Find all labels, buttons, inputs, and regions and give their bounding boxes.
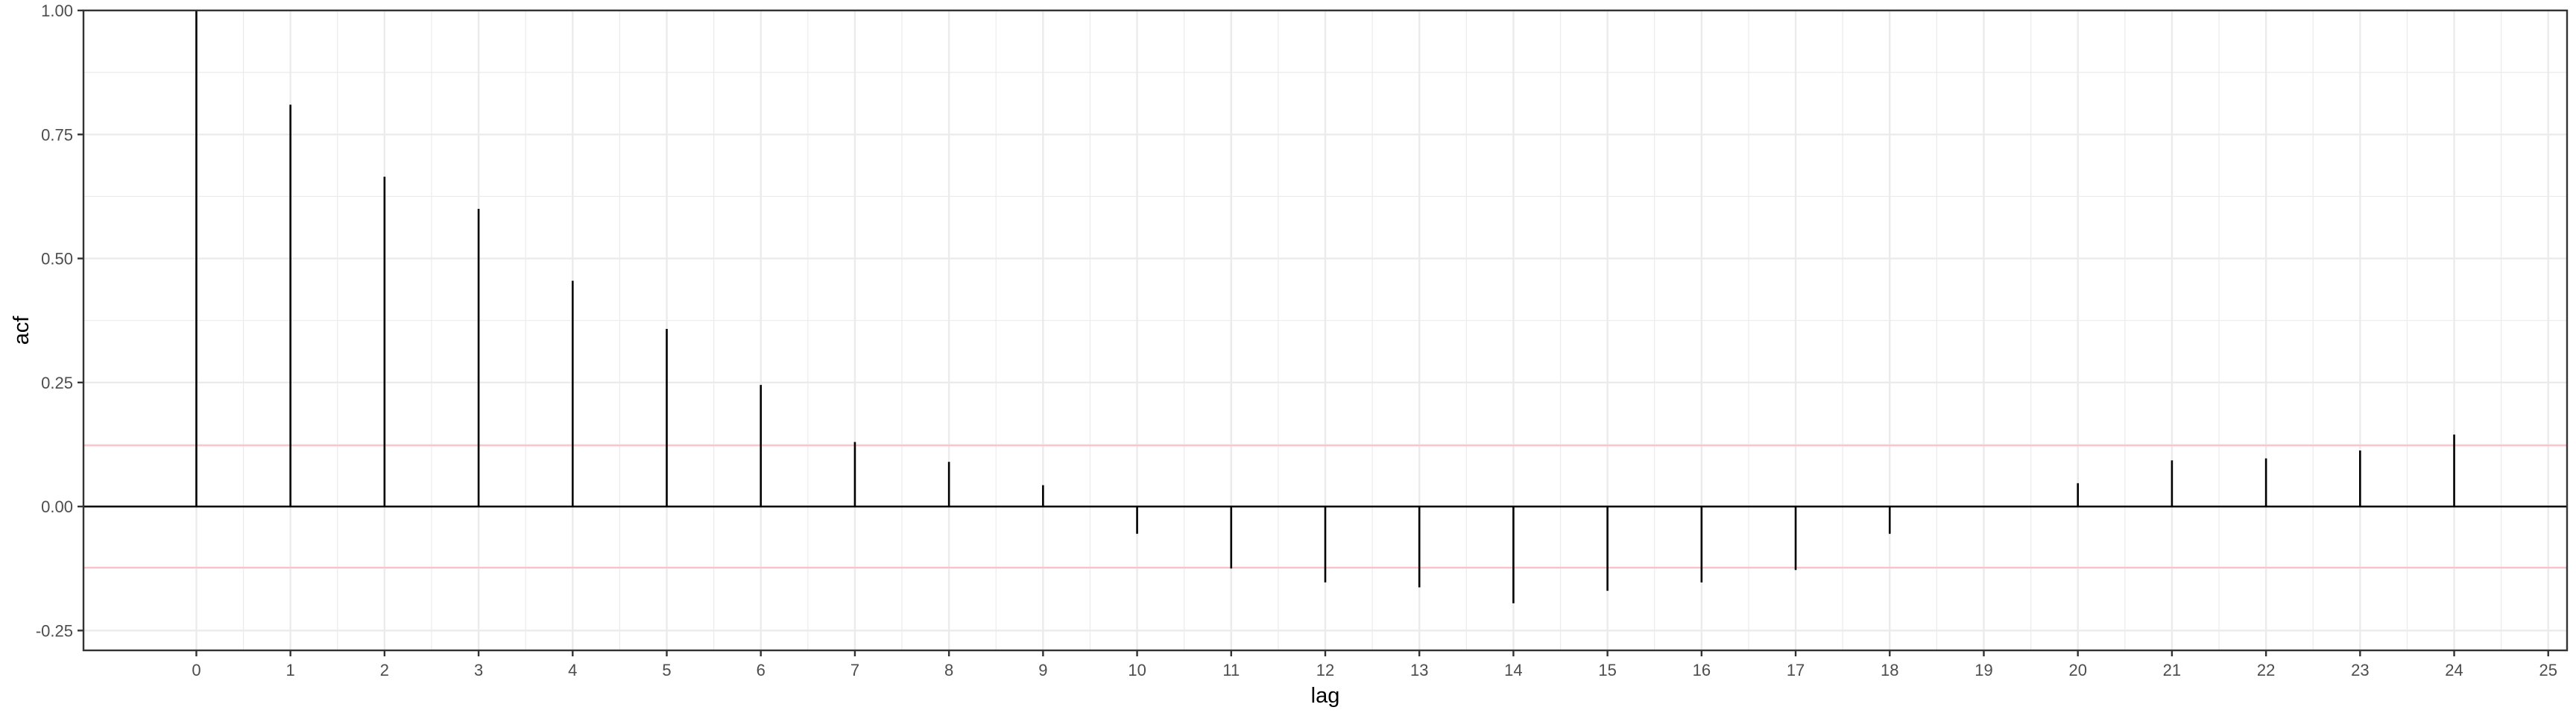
x-tick-label: 23 [2351, 661, 2369, 679]
x-tick-label: 18 [1881, 661, 1898, 679]
y-tick-label: -0.25 [36, 621, 73, 640]
x-tick-label: 9 [1038, 661, 1047, 679]
x-axis-ticks: 0 1 2 3 4 5 6 7 8 9 10 11 12 13 14 15 16 17 18 19 20 21 22 23 24… [192, 650, 2557, 679]
x-tick-label: 1 [286, 661, 295, 679]
x-tick-label: 3 [474, 661, 483, 679]
y-tick-label: 1.00 [41, 1, 73, 20]
x-tick-label: 15 [1598, 661, 1616, 679]
x-axis-title: lag [1311, 684, 1340, 708]
x-tick-label: 17 [1787, 661, 1805, 679]
x-tick-label: 6 [757, 661, 765, 679]
y-axis-ticks: -0.25 0.00 0.25 0.50 0.75 1.00 [36, 1, 83, 640]
x-tick-label: 11 [1222, 661, 1240, 679]
x-tick-label: 16 [1693, 661, 1711, 679]
x-tick-label: 24 [2445, 661, 2463, 679]
x-tick-label: 13 [1410, 661, 1428, 679]
y-axis-title: acf [10, 315, 34, 345]
x-tick-label: 25 [2539, 661, 2557, 679]
x-tick-label: 10 [1128, 661, 1146, 679]
x-tick-label: 14 [1504, 661, 1522, 679]
x-tick-label: 22 [2257, 661, 2275, 679]
y-tick-label: 0.75 [41, 125, 73, 144]
acf-bars [195, 10, 2455, 603]
x-tick-label: 8 [944, 661, 953, 679]
x-tick-label: 20 [2068, 661, 2086, 679]
y-tick-label: 0.25 [41, 374, 73, 392]
y-tick-label: 0.50 [41, 250, 73, 268]
y-tick-label: 0.00 [41, 497, 73, 516]
x-tick-label: 21 [2163, 661, 2181, 679]
x-tick-label: 4 [568, 661, 577, 679]
x-tick-label: 19 [1974, 661, 1992, 679]
x-tick-label: 12 [1316, 661, 1334, 679]
x-tick-label: 7 [850, 661, 859, 679]
x-tick-label: 2 [380, 661, 389, 679]
x-tick-label: 0 [192, 661, 201, 679]
x-tick-label: 5 [662, 661, 671, 679]
